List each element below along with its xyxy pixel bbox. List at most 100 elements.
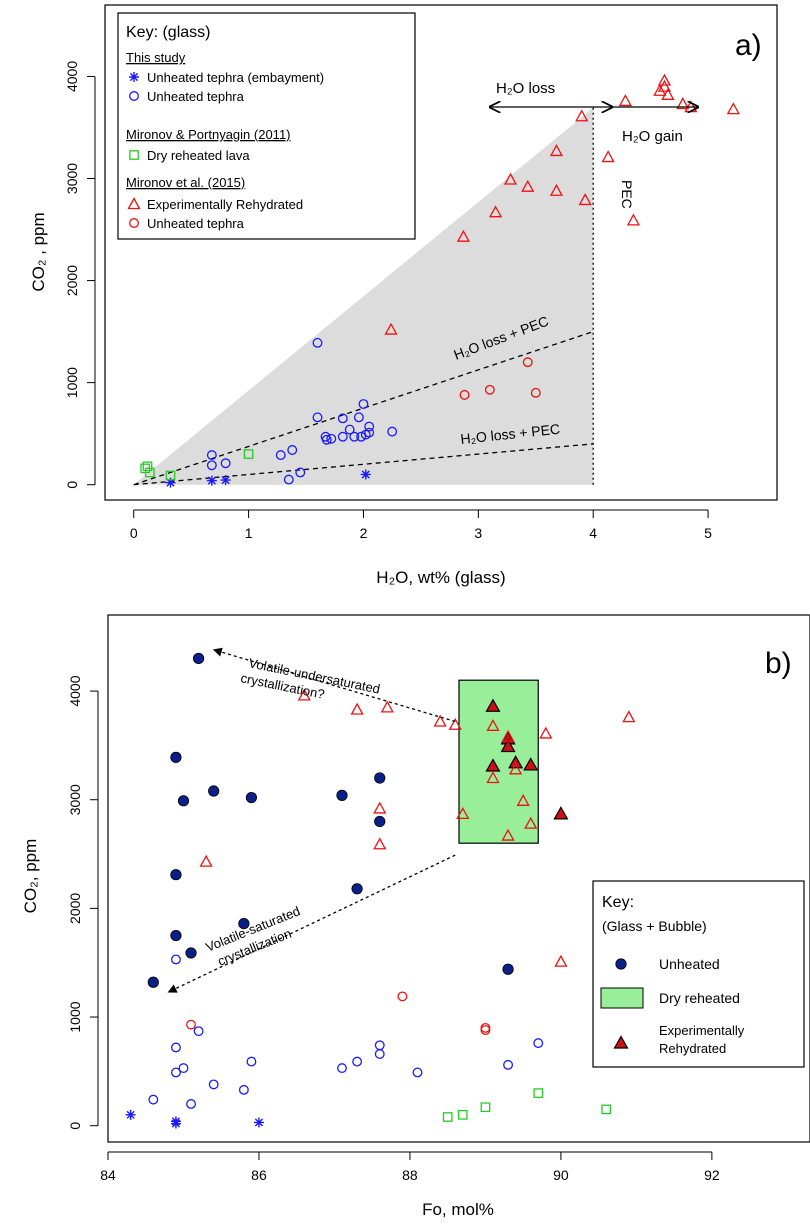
data-point	[484, 384, 495, 395]
data-point	[459, 389, 470, 400]
panel-b-points	[125, 652, 636, 1129]
pec-label: PEC	[619, 180, 635, 209]
panel-b-label: b)	[765, 647, 792, 680]
data-point	[243, 449, 254, 459]
legend-b-swatch-dry	[600, 987, 644, 1009]
data-point	[186, 1099, 196, 1109]
data-point	[208, 1079, 219, 1090]
data-point	[208, 785, 220, 797]
guide-line	[133, 443, 594, 486]
data-point	[178, 1063, 189, 1074]
data-point	[549, 144, 564, 157]
trend-arrow	[167, 854, 456, 993]
data-point	[364, 427, 375, 438]
data-point	[533, 1038, 544, 1049]
x-tick-label: 0	[130, 525, 138, 541]
data-point	[356, 431, 367, 442]
data-point	[170, 1118, 181, 1129]
y-tick-label: 2000	[64, 265, 80, 296]
data-point	[199, 854, 213, 867]
data-point	[374, 815, 386, 828]
data-point	[238, 917, 250, 930]
data-point	[193, 1026, 204, 1037]
data-point	[457, 1109, 468, 1120]
data-point	[448, 717, 462, 730]
data-point	[220, 475, 231, 486]
x-tick-label: 92	[704, 1167, 720, 1183]
data-point	[486, 718, 500, 731]
data-point	[295, 467, 306, 478]
data-point	[165, 477, 176, 488]
data-point	[148, 1094, 159, 1105]
legend-b-title: Key:	[602, 894, 634, 911]
panel-b-legend: Key: (Glass + Bubble) Unheated Dry rehea…	[592, 880, 805, 1068]
panel-b-axes: 84 86 88 90 92 0 1000 2000 3000 4000	[67, 675, 720, 1183]
x-tick-label: 1	[245, 525, 253, 541]
y-tick-label: 1000	[64, 367, 80, 398]
legend-a-title: Key: (glass)	[126, 24, 210, 41]
data-point	[245, 791, 258, 804]
panel-a-legend: Key: (glass) This study Unheated tephra …	[117, 12, 416, 240]
data-point	[275, 450, 286, 461]
data-point	[485, 758, 501, 772]
legend-a-entry: Experimentally Rehydrated	[147, 197, 303, 212]
data-point	[412, 1067, 423, 1078]
data-point	[516, 793, 530, 806]
y-tick-label: 4000	[64, 61, 80, 92]
data-point	[384, 322, 398, 335]
y-tick-label: 0	[64, 481, 80, 489]
data-point	[297, 688, 311, 701]
dry-reheated-box	[458, 679, 539, 844]
data-point	[397, 991, 408, 1002]
data-point	[321, 434, 332, 445]
x-tick-label: 84	[100, 1167, 116, 1183]
panel-a-shaded-region	[133, 107, 594, 485]
data-point	[485, 698, 501, 712]
data-point	[337, 413, 348, 424]
data-point	[283, 474, 294, 485]
data-point	[374, 1049, 385, 1059]
x-tick-label: 88	[402, 1167, 418, 1183]
data-point	[626, 213, 641, 226]
data-point	[147, 976, 159, 988]
data-point	[521, 179, 535, 192]
data-point	[488, 205, 503, 218]
data-point	[523, 757, 539, 771]
legend-b-entry-2: Rehydrated	[659, 1041, 726, 1056]
data-point	[186, 1019, 196, 1030]
legend-marker	[129, 150, 139, 160]
dry-reheated-rect	[458, 679, 539, 844]
data-point	[480, 1102, 491, 1113]
data-point	[353, 412, 364, 423]
legend-marker	[613, 1035, 629, 1049]
data-point	[349, 431, 360, 442]
data-point	[246, 1056, 257, 1067]
data-point	[358, 399, 369, 410]
panel-b-frame	[107, 614, 810, 1143]
y-tick-label: 3000	[67, 784, 83, 815]
data-point	[192, 652, 205, 665]
legend-a-entry: Unheated tephra	[147, 89, 245, 104]
data-point	[185, 947, 197, 959]
data-point	[253, 1117, 264, 1128]
data-point	[380, 700, 394, 713]
legend-a-group-heading: Mironov et al. (2015)	[126, 175, 245, 190]
data-point	[165, 470, 176, 481]
legend-a-entry: Unheated tephra (embayment)	[147, 70, 324, 85]
y-tick-label: 4000	[67, 675, 83, 706]
data-point	[142, 461, 153, 472]
x-tick-label: 86	[251, 1167, 267, 1183]
data-point	[352, 1056, 363, 1067]
data-point	[170, 869, 182, 881]
data-point	[456, 806, 470, 819]
panel-a-ylabel: CO₂ , ppm	[29, 212, 48, 291]
data-point	[549, 183, 564, 196]
data-point	[312, 412, 323, 423]
data-point	[601, 1104, 612, 1115]
data-point	[344, 424, 355, 435]
data-point	[575, 109, 589, 122]
data-point	[501, 729, 515, 742]
data-point	[337, 431, 348, 442]
legend-a-entry: Unheated tephra	[147, 216, 245, 231]
